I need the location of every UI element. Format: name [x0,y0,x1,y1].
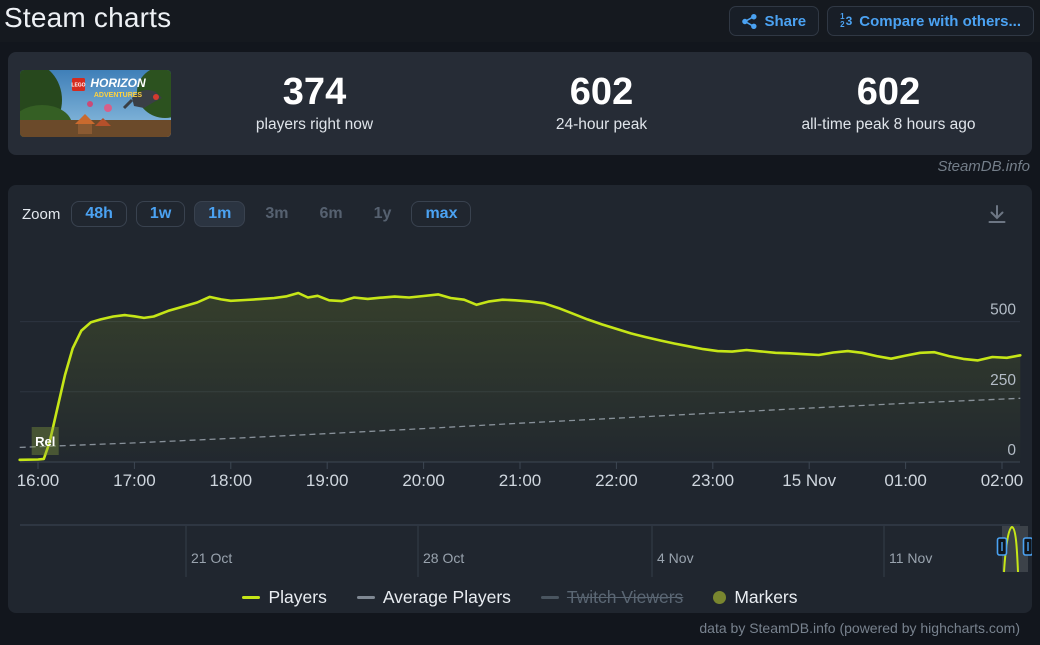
game-capsule: LEGO HORIZON ADVENTURES [20,70,171,137]
range-navigator[interactable]: 21 Oct 28 Oct 4 Nov 11 Nov [20,524,1032,577]
svg-text:17:00: 17:00 [113,471,156,490]
steamdb-watermark: SteamDB.info [937,158,1030,175]
svg-text:4 Nov: 4 Nov [657,550,694,566]
svg-text:Rel: Rel [35,434,55,449]
zoom-label: Zoom [22,205,61,223]
peak-all-value: 602 [856,71,921,114]
capsule-logo-line2: ADVENTURES [94,92,143,99]
svg-text:01:00: 01:00 [884,471,927,490]
axis-labels: 500 250 0 16:00 17:00 18:00 19:00 20:00 21:00 22:… [17,302,1024,490]
legend-twitch-viewers-label: Twitch Viewers [566,587,684,607]
svg-text:21 Oct: 21 Oct [191,550,232,566]
zoom-button-1w[interactable]: 1w [135,201,186,227]
zoom-button-max[interactable]: max [411,201,472,227]
svg-text:21:00: 21:00 [499,471,542,490]
players-line-swatch [242,596,261,599]
series-lines [18,291,1022,462]
svg-text:11 Nov: 11 Nov [889,550,932,566]
players-now-label: players right now [255,115,374,133]
zoom-button-48h[interactable]: 48h [71,201,127,227]
svg-text:20:00: 20:00 [402,471,445,490]
svg-text:16:00: 16:00 [17,471,60,490]
svg-text:19:00: 19:00 [306,471,349,490]
share-button[interactable]: Share [729,6,820,36]
legend-item-players[interactable]: Players [242,587,327,608]
legend-item-twitch-viewers[interactable]: Twitch Viewers [540,587,684,608]
svg-text:02:00: 02:00 [981,471,1024,490]
players-area-fill [19,293,1021,462]
stats-panel: LEGO HORIZON ADVENTURES 374 players righ… [8,52,1032,155]
peak-all-label: all-time peak 8 hours ago [801,115,976,133]
capsule-logo-line1: HORIZON [90,76,146,90]
svg-text:250: 250 [990,372,1016,389]
zoom-button-1m[interactable]: 1m [194,201,246,227]
svg-text:22:00: 22:00 [595,471,638,490]
svg-text:500: 500 [990,302,1016,319]
page-title: Steam charts [4,2,172,33]
markers-swatch [713,591,727,604]
twitch-viewers-line-swatch [540,596,559,599]
stat-24h-peak: 602 24-hour peak [458,71,745,134]
svg-text:18:00: 18:00 [210,471,253,490]
share-icon [742,13,757,29]
svg-text:23:00: 23:00 [692,471,735,490]
chart-legend: Players Average Players Twitch Viewers M… [8,587,1032,608]
compare-button-label: Compare with others... [859,12,1021,30]
svg-text:28 Oct: 28 Oct [423,550,464,566]
credits-links[interactable]: data by SteamDB.info (powered by highcha… [699,620,1020,636]
legend-players-label: Players [268,587,327,607]
release-marker[interactable]: Rel [31,427,59,455]
zoom-button-3m: 3m [254,201,299,227]
svg-text:15 Nov: 15 Nov [782,471,836,490]
capsule-lego-badge: LEGO [71,83,85,89]
stat-alltime-peak: 602 all-time peak 8 hours ago [745,71,1032,134]
players-chart[interactable]: Rel 500 250 0 16:00 17:00 18:00 19:00 20:00 21:0… [8,243,1032,583]
legend-item-average-players[interactable]: Average Players [356,587,511,608]
zoom-button-6m: 6m [309,201,354,227]
average-players-line-swatch [356,596,375,599]
legend-markers-label: Markers [734,587,798,607]
peak-24h-label: 24-hour peak [555,115,648,133]
peak-24h-value: 602 [569,71,634,114]
players-now-value: 374 [282,71,347,114]
legend-average-players-label: Average Players [382,587,511,607]
chart-panel: Zoom 48h 1w 1m 3m 6m 1y max Rel 500 250 0 1… [8,185,1032,613]
stat-players-now: 374 players right now [171,71,458,134]
legend-item-markers[interactable]: Markers [713,587,798,608]
zoom-button-1y: 1y [363,201,403,227]
download-chart-icon[interactable] [984,201,1010,227]
share-button-label: Share [764,12,807,30]
svg-text:0: 0 [1007,442,1016,459]
zoom-controls: Zoom 48h 1w 1m 3m 6m 1y max [22,201,472,227]
